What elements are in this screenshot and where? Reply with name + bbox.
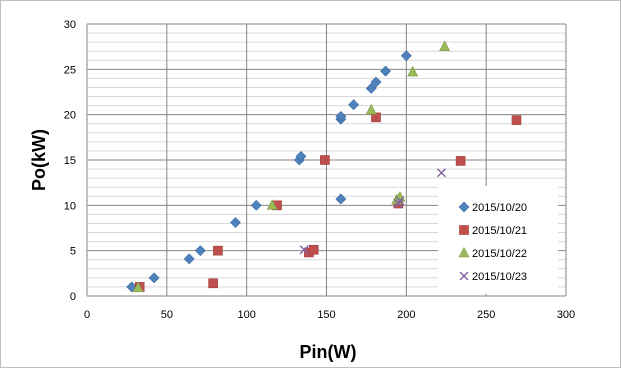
data-point: [407, 65, 419, 77]
x-tick-label: 300: [557, 309, 575, 321]
legend-label: 2015/10/21: [472, 225, 527, 237]
x-marker-stroke: [299, 245, 309, 255]
data-point: [320, 155, 330, 165]
x-axis-title: Pin(W): [300, 342, 357, 362]
data-point: [266, 199, 278, 210]
x-marker-stroke: [459, 271, 469, 281]
data-point: [213, 245, 223, 256]
data-point: [400, 50, 412, 62]
data-point: [230, 217, 241, 228]
data-point: [371, 112, 381, 123]
data-point: [250, 199, 262, 211]
data-point: [148, 272, 160, 284]
y-tick-label: 15: [64, 155, 76, 167]
legend-marker: [459, 271, 469, 281]
data-point: [194, 245, 206, 257]
data-point: [395, 196, 405, 206]
series-3: [299, 168, 446, 255]
data-point: [295, 150, 307, 162]
legend-marker: [458, 201, 470, 213]
x-tick-label: 200: [397, 309, 415, 321]
legend-item: 2015/10/20: [458, 201, 527, 214]
data-point: [439, 40, 451, 51]
legend-label: 2015/10/20: [472, 202, 527, 214]
x-tick-label: 50: [161, 309, 173, 321]
data-point: [380, 65, 392, 77]
x-axis-ticks: 0 50 100 150 200 250 300: [84, 309, 575, 321]
y-tick-label: 0: [70, 291, 76, 303]
data-point: [308, 244, 319, 255]
data-point: [365, 103, 377, 115]
data-point: [455, 156, 466, 166]
legend-marker: [459, 225, 469, 235]
plot-grid: [86, 23, 567, 297]
legend-item: 2015/10/22: [458, 246, 527, 260]
legend-label: 2015/10/23: [472, 271, 527, 283]
legend-item: 2015/10/21: [459, 225, 527, 237]
x-tick-label: 150: [317, 309, 335, 321]
x-marker-stroke: [393, 199, 403, 209]
data-point: [208, 278, 218, 289]
data-point: [365, 82, 377, 94]
data-point: [183, 253, 195, 265]
y-axis-title: Po(kW): [29, 129, 49, 191]
data-point: [335, 193, 347, 205]
y-tick-label: 30: [64, 19, 76, 31]
x-marker-stroke: [436, 168, 446, 178]
data-points: [126, 40, 522, 293]
x-tick-label: 0: [84, 309, 90, 321]
x-tick-label: 250: [477, 309, 495, 321]
data-point: [335, 111, 347, 122]
data-point: [132, 281, 144, 293]
data-point: [511, 115, 522, 125]
data-point: [393, 199, 403, 209]
legend-item: 2015/10/23: [459, 271, 527, 283]
y-tick-label: 25: [64, 64, 76, 76]
y-tick-label: 20: [64, 110, 76, 122]
x-tick-label: 100: [237, 309, 255, 321]
x-marker-stroke: [395, 196, 405, 206]
legend-marker: [458, 246, 470, 258]
legend-box: [438, 186, 558, 294]
axes: [86, 24, 566, 297]
y-axis-ticks: 0 5 10 15 20 25 30: [64, 19, 76, 303]
data-point: [348, 99, 360, 111]
data-point: [370, 76, 382, 88]
y-tick-label: 10: [64, 200, 76, 212]
legend: 2015/10/20 2015/10/21 2015/10/22 2015/10/23: [438, 186, 558, 294]
legend-label: 2015/10/22: [472, 248, 527, 260]
series-0: [126, 50, 412, 293]
data-point: [299, 245, 309, 255]
data-point: [436, 168, 446, 178]
y-tick-label: 5: [70, 246, 76, 258]
